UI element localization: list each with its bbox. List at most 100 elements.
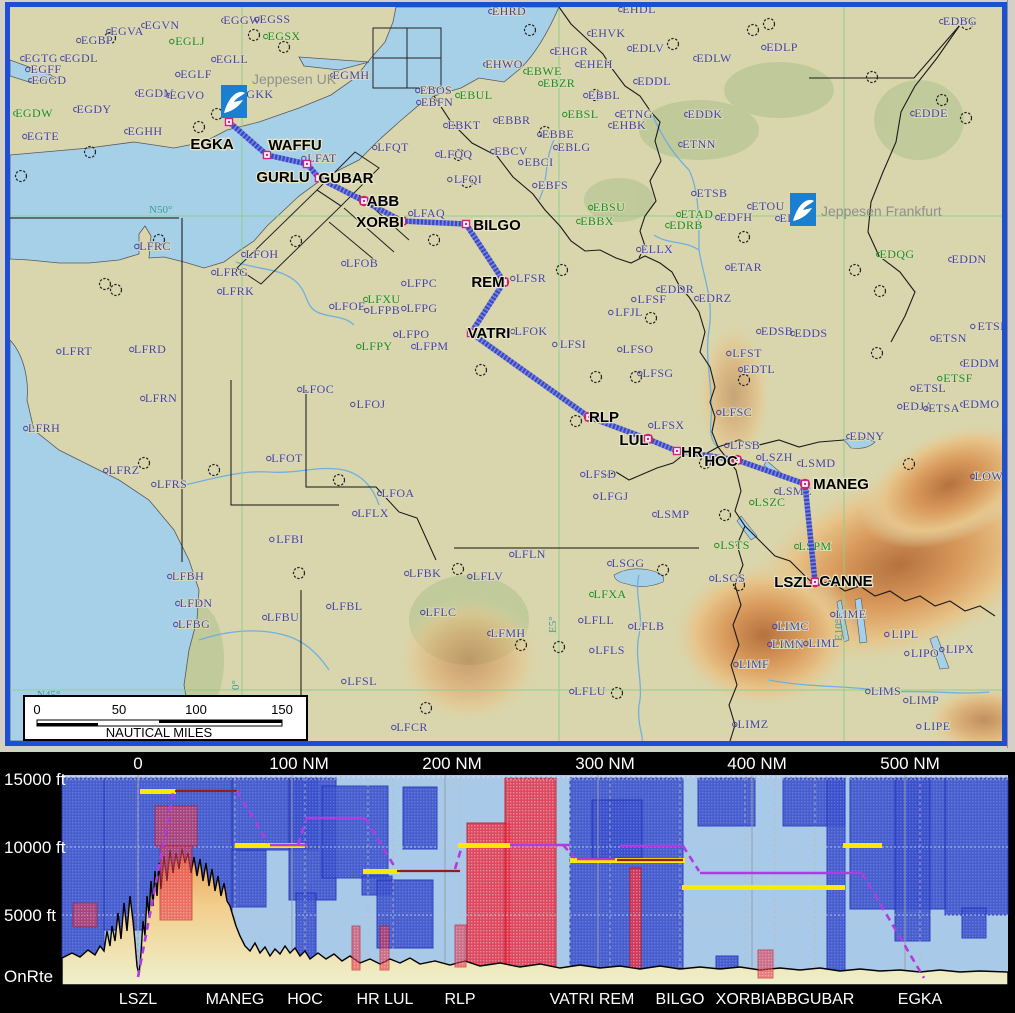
airspace-block-blue[interactable] (61, 777, 105, 961)
airport-label[interactable]: EDBG (939, 13, 978, 29)
airport-label[interactable]: ETSN (930, 330, 967, 346)
airport-label[interactable]: LIPL (884, 626, 919, 642)
airport-label[interactable]: LFSF (631, 291, 667, 307)
airport-label[interactable]: EGDM (135, 85, 175, 101)
airport-label[interactable]: EBLG (553, 139, 591, 155)
airport-label[interactable]: LFRD (129, 341, 167, 357)
airport-label[interactable]: LFOA (377, 485, 415, 501)
airport-label[interactable]: LIMN (767, 636, 805, 652)
airport-label[interactable]: LIML (803, 635, 840, 651)
airport-label[interactable]: EGSX (263, 28, 301, 44)
airport-label[interactable]: LFOH (241, 246, 279, 262)
airport-label[interactable]: LFOB (341, 255, 379, 271)
profile-waypoint-label[interactable]: MANEG (206, 991, 265, 1008)
route-fix[interactable]: REM (470, 273, 510, 292)
airport-label[interactable]: LFST (726, 345, 763, 361)
airspace-block-blue[interactable] (826, 777, 846, 982)
airport-label[interactable]: LFPG (401, 300, 438, 316)
airport-label[interactable]: ETAR (725, 259, 763, 275)
route-fix[interactable]: WAFFU (262, 136, 323, 160)
airport-label[interactable]: LIMP (903, 692, 940, 708)
airport-label[interactable]: LFSG (637, 365, 674, 381)
airport-label[interactable]: LFQQ (435, 146, 473, 162)
airport-label[interactable]: EGBP (76, 32, 114, 48)
airport-label[interactable]: LIMZ (732, 716, 769, 732)
airport-label[interactable]: LFOC (297, 381, 335, 397)
airport-label[interactable]: LFMH (487, 625, 526, 641)
airport-label[interactable]: LFLB (628, 618, 665, 634)
airport-label[interactable]: LFRK (217, 283, 255, 299)
airport-label[interactable]: EDDR (656, 281, 695, 297)
airport-label[interactable]: EBUL (455, 87, 493, 103)
airport-label[interactable]: EGMH (330, 67, 370, 83)
airport-label[interactable]: EDRB (665, 217, 703, 233)
airport-label[interactable]: LIMF (733, 656, 770, 672)
airport-label[interactable]: EDTL (738, 361, 776, 377)
airport-label[interactable]: EGDW (13, 105, 54, 121)
airport-label[interactable]: LFLL (578, 612, 615, 628)
airport-label[interactable]: LFRH (23, 420, 61, 436)
airport-label[interactable]: EBOS (415, 82, 453, 98)
route-fix[interactable]: ABB (358, 192, 401, 211)
airport-label[interactable]: EDRZ (694, 290, 732, 306)
airport-label[interactable]: LFSO (617, 341, 654, 357)
airspace-block-blue[interactable] (697, 777, 756, 827)
route-fix[interactable]: RLP (583, 408, 620, 427)
profile-waypoint-label[interactable]: BILGO (656, 991, 705, 1008)
airport-label[interactable]: EGDY (73, 101, 112, 117)
airspace-block-blue[interactable] (321, 785, 389, 879)
airport-label[interactable]: EGLL (211, 51, 249, 67)
airport-label[interactable]: LFPB (364, 302, 401, 318)
airspace-block-blue[interactable] (961, 907, 987, 939)
airport-label[interactable]: LFBH (167, 568, 205, 584)
airspace-block-blue[interactable] (295, 892, 317, 961)
planned-altitude-bar[interactable] (140, 789, 176, 794)
airport-label[interactable]: LFRG (211, 264, 249, 280)
airport-label[interactable]: LFSD (580, 466, 617, 482)
airport-label[interactable]: EBBL (583, 87, 621, 103)
airport-label[interactable]: LSTS (714, 537, 750, 553)
airport-label[interactable]: LFOE (329, 298, 366, 314)
airport-label[interactable]: EBZR (538, 75, 576, 91)
airspace-block-blue[interactable] (231, 849, 267, 908)
vertical-profile-panel[interactable]: 15000 ft 10000 ft 5000 ft OnRte 0 100 NM 200 N… (0, 752, 1015, 1013)
airport-label[interactable]: LFRN (140, 390, 178, 406)
airport-label[interactable]: ETSL (910, 380, 947, 396)
airport-label[interactable]: LIME (830, 606, 867, 622)
airport-label[interactable]: EDLP (761, 39, 798, 55)
airport-label[interactable]: LSMP (652, 506, 690, 522)
airport-label[interactable]: LIPO (904, 645, 940, 661)
airport-label[interactable]: ETSA (923, 400, 960, 416)
airport-label[interactable]: EGTE (22, 128, 60, 144)
airspace-block-red[interactable] (629, 867, 642, 981)
airport-label[interactable]: EDDM (960, 355, 1000, 371)
airspace-block-red[interactable] (757, 949, 774, 979)
airport-label[interactable]: EDLW (693, 50, 733, 66)
airport-label[interactable]: LFAT (301, 150, 338, 166)
airport-label[interactable]: EBFN (416, 94, 454, 110)
airspace-block-red[interactable] (504, 777, 557, 981)
airport-label[interactable]: LFGJ (593, 488, 629, 504)
airport-label[interactable]: EHDL (618, 7, 656, 17)
planned-altitude-bar[interactable] (363, 869, 400, 874)
airport-label[interactable]: LFQT (372, 139, 410, 155)
airport-label[interactable]: LFXA (589, 586, 627, 602)
route-fix[interactable]: HR (672, 443, 704, 462)
profile-chart[interactable]: 15000 ft 10000 ft 5000 ft OnRte 0 100 NM 200 N… (0, 752, 1015, 1013)
airport-label[interactable]: ETSF (937, 370, 973, 386)
airport-label[interactable]: EGGW (221, 12, 262, 28)
airport-label[interactable]: LFBU (262, 609, 300, 625)
airport-label[interactable]: EGSS (254, 11, 291, 27)
airspace-block-blue[interactable] (894, 777, 931, 942)
airport-label[interactable]: EDNY (846, 428, 885, 444)
route-fix[interactable]: LUL (618, 431, 654, 450)
map-panel[interactable]: EGVA EGVN EGGW EGSS EGSX EGBP EGLJ EGTG EGDL EGLL… (5, 2, 1007, 746)
airspace-block-red[interactable] (159, 845, 193, 921)
route-fix[interactable]: CANNE (809, 572, 874, 591)
airport-label[interactable]: EHVK (587, 25, 626, 41)
airport-label[interactable]: EHBK (608, 117, 647, 133)
airport-label[interactable]: LFXU (363, 291, 401, 307)
airport-label[interactable]: LFAQ (408, 205, 446, 221)
airport-label[interactable]: EGLF (175, 66, 212, 82)
profile-waypoint-label[interactable]: VATRI REM (550, 991, 635, 1008)
